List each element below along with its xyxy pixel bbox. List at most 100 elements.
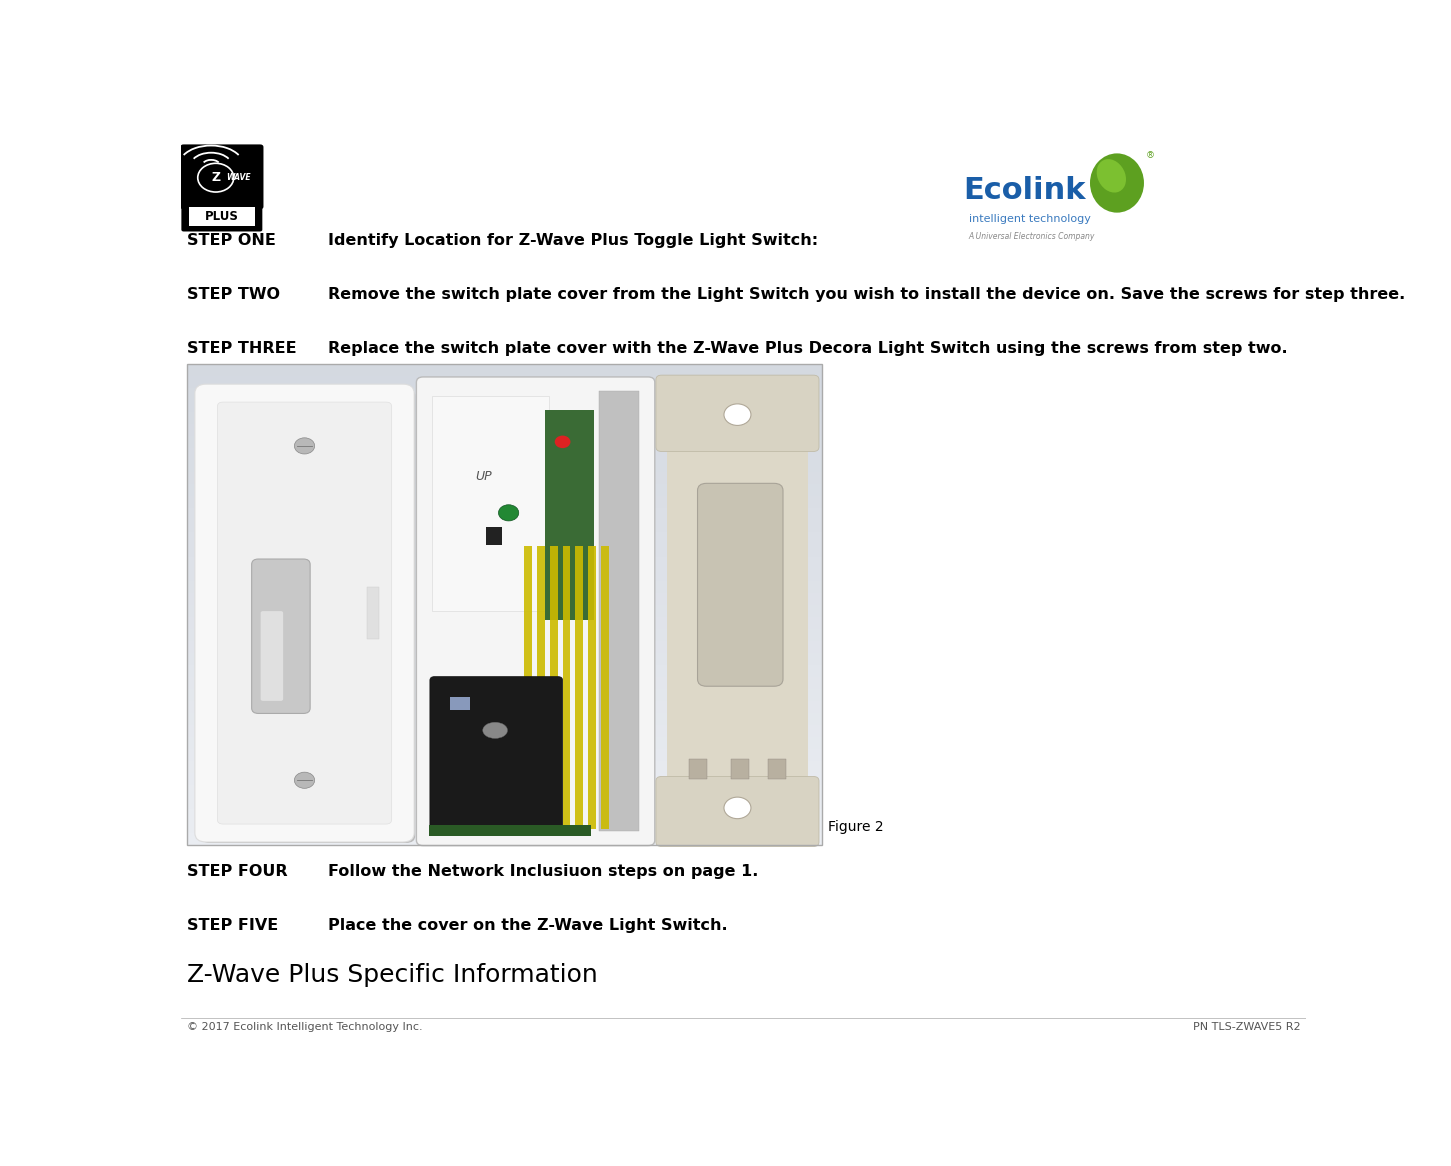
Bar bbox=[768, 759, 786, 779]
Text: UP: UP bbox=[476, 470, 492, 483]
FancyBboxPatch shape bbox=[194, 384, 414, 842]
Bar bbox=[187, 724, 823, 737]
Bar bbox=[187, 461, 823, 472]
Bar bbox=[187, 701, 823, 712]
Bar bbox=[187, 592, 823, 604]
Ellipse shape bbox=[1090, 154, 1143, 212]
Bar bbox=[187, 424, 823, 436]
Circle shape bbox=[295, 437, 315, 454]
Bar bbox=[187, 604, 823, 617]
Bar bbox=[187, 617, 823, 628]
Text: Figure 2: Figure 2 bbox=[829, 820, 884, 834]
Bar bbox=[550, 546, 557, 829]
Text: Place the cover on the Z-Wave Light Switch.: Place the cover on the Z-Wave Light Swit… bbox=[328, 918, 727, 933]
FancyBboxPatch shape bbox=[180, 145, 264, 209]
FancyBboxPatch shape bbox=[656, 375, 818, 451]
Circle shape bbox=[554, 436, 570, 448]
Bar bbox=[367, 586, 379, 639]
Text: Identify Location for Z-Wave Plus Toggle Light Switch:: Identify Location for Z-Wave Plus Toggle… bbox=[328, 233, 818, 248]
Bar bbox=[187, 676, 823, 689]
Bar bbox=[187, 796, 823, 809]
Bar bbox=[599, 392, 638, 831]
FancyBboxPatch shape bbox=[416, 377, 654, 845]
Bar bbox=[429, 826, 591, 836]
Bar bbox=[187, 712, 823, 724]
Bar bbox=[432, 396, 548, 611]
Ellipse shape bbox=[483, 722, 508, 738]
Bar bbox=[563, 546, 570, 829]
Bar bbox=[450, 697, 470, 710]
Bar bbox=[187, 569, 823, 581]
Bar bbox=[187, 377, 823, 388]
Text: Z: Z bbox=[212, 171, 221, 184]
Bar bbox=[187, 821, 823, 833]
Bar bbox=[187, 689, 823, 701]
Bar bbox=[187, 497, 823, 508]
Text: A Universal Electronics Company: A Universal Electronics Company bbox=[969, 232, 1096, 241]
Text: Z-Wave Plus Specific Information: Z-Wave Plus Specific Information bbox=[187, 963, 598, 986]
Text: STEP FIVE: STEP FIVE bbox=[187, 918, 279, 933]
Bar bbox=[187, 436, 823, 449]
FancyBboxPatch shape bbox=[218, 402, 392, 824]
Circle shape bbox=[295, 772, 315, 788]
Text: STEP FOUR: STEP FOUR bbox=[187, 864, 287, 879]
Bar bbox=[187, 640, 823, 653]
Bar bbox=[544, 409, 593, 620]
Bar bbox=[187, 653, 823, 665]
Text: Remove the switch plate cover from the Light Switch you wish to install the devi: Remove the switch plate cover from the L… bbox=[328, 287, 1405, 302]
Bar bbox=[187, 449, 823, 461]
Text: ®: ® bbox=[1146, 152, 1155, 161]
Bar bbox=[187, 760, 823, 773]
FancyBboxPatch shape bbox=[698, 484, 784, 687]
Bar bbox=[486, 527, 502, 545]
Bar bbox=[187, 484, 823, 497]
Circle shape bbox=[728, 604, 746, 618]
FancyBboxPatch shape bbox=[200, 388, 415, 843]
Ellipse shape bbox=[1097, 159, 1126, 192]
Bar bbox=[187, 400, 823, 413]
Bar bbox=[187, 628, 823, 640]
Bar bbox=[667, 392, 808, 831]
Bar bbox=[187, 413, 823, 424]
Bar bbox=[187, 556, 823, 569]
Bar bbox=[187, 533, 823, 545]
Bar bbox=[187, 364, 823, 844]
Bar bbox=[187, 809, 823, 821]
Circle shape bbox=[197, 163, 234, 192]
Bar bbox=[731, 759, 749, 779]
Text: WAVE: WAVE bbox=[226, 174, 251, 182]
Bar bbox=[187, 749, 823, 760]
Text: PLUS: PLUS bbox=[205, 210, 239, 224]
Circle shape bbox=[724, 798, 752, 819]
Bar bbox=[187, 581, 823, 592]
FancyBboxPatch shape bbox=[251, 559, 311, 714]
Bar bbox=[588, 546, 596, 829]
Bar bbox=[187, 388, 823, 400]
Bar bbox=[187, 773, 823, 785]
Text: Replace the switch plate cover with the Z-Wave Plus Decora Light Switch using th: Replace the switch plate cover with the … bbox=[328, 340, 1287, 356]
Bar bbox=[187, 665, 823, 676]
Bar bbox=[187, 520, 823, 533]
Bar bbox=[689, 759, 707, 779]
Bar bbox=[187, 472, 823, 484]
Text: STEP ONE: STEP ONE bbox=[187, 233, 276, 248]
Bar bbox=[187, 785, 823, 796]
Bar bbox=[576, 546, 583, 829]
Text: © 2017 Ecolink Intelligent Technology Inc.: © 2017 Ecolink Intelligent Technology In… bbox=[187, 1021, 422, 1032]
Bar bbox=[189, 208, 255, 226]
Text: STEP TWO: STEP TWO bbox=[187, 287, 280, 302]
Bar bbox=[537, 546, 546, 829]
FancyBboxPatch shape bbox=[656, 777, 818, 847]
Text: PN TLS-ZWAVE5 R2: PN TLS-ZWAVE5 R2 bbox=[1193, 1021, 1300, 1032]
Text: Follow the Network Inclusiuon steps on page 1.: Follow the Network Inclusiuon steps on p… bbox=[328, 864, 757, 879]
Bar bbox=[187, 364, 823, 377]
Text: STEP THREE: STEP THREE bbox=[187, 340, 296, 356]
Text: intelligent technology: intelligent technology bbox=[969, 213, 1090, 224]
Text: Ecolink: Ecolink bbox=[963, 176, 1085, 205]
Bar bbox=[187, 545, 823, 556]
FancyBboxPatch shape bbox=[429, 676, 563, 830]
Bar bbox=[187, 833, 823, 844]
Bar bbox=[187, 737, 823, 749]
FancyBboxPatch shape bbox=[261, 611, 283, 701]
Bar bbox=[601, 546, 609, 829]
